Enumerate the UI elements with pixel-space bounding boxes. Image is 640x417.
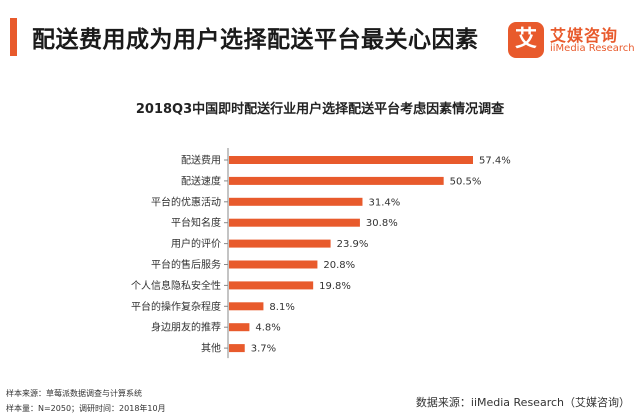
- value-label: 23.9%: [337, 239, 369, 250]
- bar: [229, 323, 250, 332]
- category-label: 用户的评价: [171, 237, 221, 250]
- bar: [229, 260, 318, 269]
- bar: [229, 218, 360, 227]
- category-label: 平台知名度: [171, 216, 221, 229]
- category-label: 配送速度: [181, 174, 221, 187]
- data-source: 数据来源：iiMedia Research（艾媒咨询）: [415, 396, 630, 409]
- title-accent-bar: [10, 18, 17, 56]
- page-title: 配送费用成为用户选择配送平台最关心因素: [32, 27, 479, 53]
- category-label: 平台的优惠活动: [151, 195, 221, 208]
- category-label: 平台的操作复杂程度: [131, 300, 221, 313]
- value-label: 50.5%: [450, 176, 482, 187]
- logo-name-en: iiMedia Research: [550, 43, 635, 54]
- bar: [229, 176, 444, 185]
- bar: [229, 302, 264, 311]
- category-label: 其他: [201, 342, 221, 355]
- logo-name-cn: 艾媒咨询: [550, 26, 619, 45]
- bar: [229, 344, 245, 353]
- value-label: 19.8%: [319, 281, 351, 292]
- value-label: 20.8%: [323, 260, 355, 271]
- bar: [229, 281, 314, 290]
- bar: [229, 197, 363, 206]
- category-label: 个人信息隐私安全性: [131, 279, 221, 292]
- sample-source: 样本来源：草莓派数据调查与计算系统: [6, 389, 142, 398]
- sample-info: 样本量：N=2050；调研时间：2018年10月: [6, 404, 166, 413]
- value-label: 30.8%: [366, 218, 398, 229]
- chart-title: 2018Q3中国即时配送行业用户选择配送平台考虑因素情况调查: [135, 102, 505, 117]
- bar: [229, 239, 331, 248]
- bar: [229, 156, 473, 164]
- category-label: 配送费用: [181, 154, 221, 167]
- category-label: 平台的售后服务: [151, 258, 221, 271]
- value-label: 31.4%: [368, 197, 400, 208]
- logo-mark-icon: 艾: [508, 22, 544, 58]
- category-label: 身边朋友的推荐: [151, 321, 221, 334]
- value-label: 8.1%: [269, 302, 294, 313]
- value-label: 4.8%: [255, 323, 280, 334]
- value-label: 3.7%: [251, 344, 276, 355]
- iimedia-logo: 艾 艾媒咨询 iiMedia Research: [508, 20, 636, 60]
- value-label: 57.4%: [479, 156, 511, 167]
- footer-sample: 样本来源：草莓派数据调查与计算系统 样本量：N=2050；调研时间：2018年1…: [6, 386, 166, 416]
